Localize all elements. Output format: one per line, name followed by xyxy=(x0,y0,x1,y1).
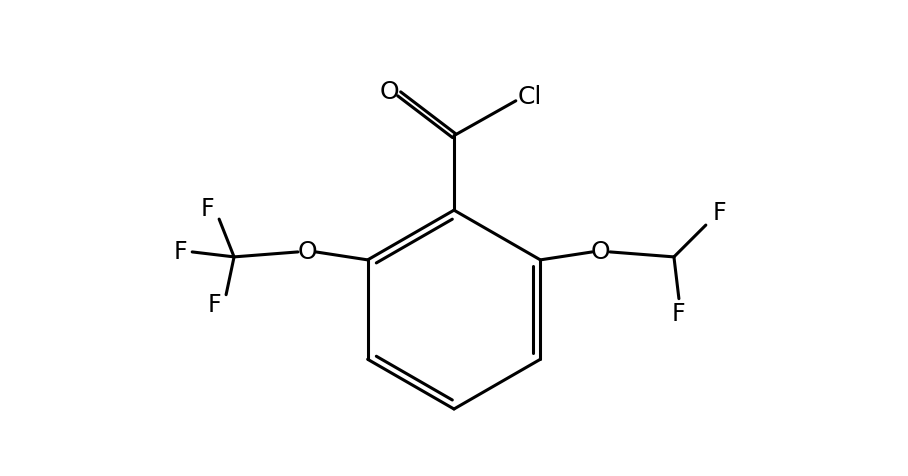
Text: Cl: Cl xyxy=(518,85,542,109)
Text: O: O xyxy=(380,80,399,104)
Text: F: F xyxy=(672,302,686,326)
Text: F: F xyxy=(201,197,214,221)
Text: F: F xyxy=(173,240,187,264)
Text: F: F xyxy=(207,293,221,317)
Text: O: O xyxy=(298,240,318,264)
Text: O: O xyxy=(590,240,610,264)
Text: F: F xyxy=(713,201,726,225)
